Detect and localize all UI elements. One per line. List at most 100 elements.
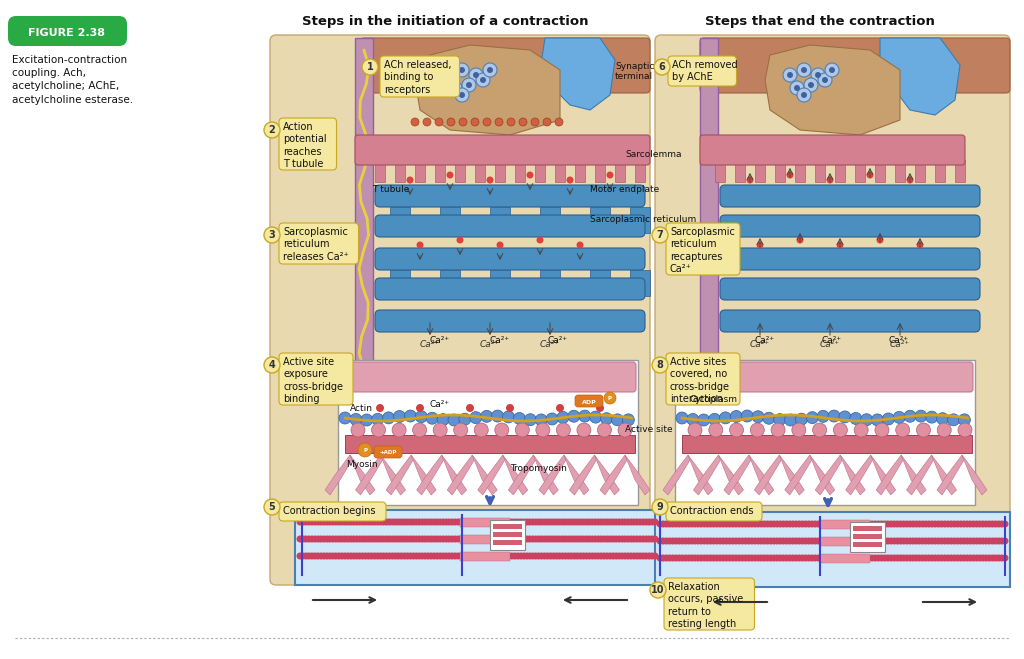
Circle shape bbox=[746, 177, 754, 183]
FancyBboxPatch shape bbox=[360, 38, 650, 93]
Circle shape bbox=[589, 536, 596, 542]
Circle shape bbox=[543, 118, 551, 126]
Circle shape bbox=[843, 521, 850, 527]
Circle shape bbox=[411, 118, 419, 126]
Circle shape bbox=[305, 552, 312, 559]
Circle shape bbox=[755, 554, 762, 561]
Circle shape bbox=[697, 414, 710, 426]
Circle shape bbox=[729, 521, 736, 527]
Circle shape bbox=[752, 538, 759, 544]
Circle shape bbox=[837, 554, 844, 561]
Circle shape bbox=[865, 554, 872, 561]
Circle shape bbox=[321, 536, 328, 542]
Circle shape bbox=[508, 519, 515, 525]
Polygon shape bbox=[932, 455, 956, 495]
Bar bbox=[435, 160, 445, 182]
Circle shape bbox=[808, 554, 815, 561]
Text: Excitation-contraction
coupling. Ach,
acetylcholine; AChE,
acetylcholine esteras: Excitation-contraction coupling. Ach, ac… bbox=[12, 55, 133, 105]
Circle shape bbox=[481, 536, 488, 542]
Text: ACh removed
by AChE: ACh removed by AChE bbox=[672, 60, 737, 82]
Circle shape bbox=[434, 536, 440, 542]
FancyBboxPatch shape bbox=[279, 118, 337, 170]
Circle shape bbox=[827, 538, 835, 544]
Circle shape bbox=[445, 72, 451, 78]
Circle shape bbox=[730, 411, 742, 422]
Polygon shape bbox=[719, 455, 743, 495]
Bar bbox=[460, 552, 510, 561]
Circle shape bbox=[970, 521, 977, 527]
Circle shape bbox=[726, 521, 733, 527]
Circle shape bbox=[454, 423, 468, 437]
Circle shape bbox=[992, 521, 999, 527]
Circle shape bbox=[419, 536, 426, 542]
Circle shape bbox=[821, 538, 828, 544]
Circle shape bbox=[745, 554, 752, 561]
Circle shape bbox=[770, 538, 777, 544]
Circle shape bbox=[815, 538, 821, 544]
Circle shape bbox=[395, 519, 402, 525]
Circle shape bbox=[642, 519, 649, 525]
Circle shape bbox=[932, 521, 939, 527]
Circle shape bbox=[376, 404, 384, 412]
Text: Sarcoplasmic
reticulum
releases Ca²⁺: Sarcoplasmic reticulum releases Ca²⁺ bbox=[283, 227, 349, 262]
Circle shape bbox=[449, 81, 462, 95]
Circle shape bbox=[506, 404, 514, 412]
Circle shape bbox=[676, 412, 688, 424]
Circle shape bbox=[761, 554, 768, 561]
Circle shape bbox=[663, 538, 670, 544]
Circle shape bbox=[758, 554, 765, 561]
Circle shape bbox=[413, 519, 420, 525]
Circle shape bbox=[556, 404, 564, 412]
Circle shape bbox=[909, 538, 916, 544]
FancyBboxPatch shape bbox=[575, 395, 603, 407]
Circle shape bbox=[434, 519, 440, 525]
Circle shape bbox=[783, 68, 797, 82]
Circle shape bbox=[360, 414, 373, 426]
Circle shape bbox=[573, 536, 581, 542]
Circle shape bbox=[628, 519, 635, 525]
Polygon shape bbox=[441, 455, 467, 495]
Circle shape bbox=[505, 536, 512, 542]
Bar bbox=[850, 522, 885, 552]
Circle shape bbox=[992, 538, 999, 544]
Circle shape bbox=[812, 538, 818, 544]
Circle shape bbox=[764, 538, 771, 544]
Circle shape bbox=[834, 554, 841, 561]
Circle shape bbox=[383, 552, 390, 559]
Circle shape bbox=[729, 554, 736, 561]
Circle shape bbox=[539, 552, 545, 559]
Circle shape bbox=[423, 118, 431, 126]
Circle shape bbox=[404, 410, 417, 422]
Circle shape bbox=[976, 521, 983, 527]
Circle shape bbox=[986, 554, 992, 561]
Circle shape bbox=[339, 412, 351, 424]
Circle shape bbox=[923, 554, 930, 561]
Circle shape bbox=[389, 519, 396, 525]
Polygon shape bbox=[693, 455, 721, 495]
Circle shape bbox=[526, 519, 534, 525]
Bar bbox=[390, 207, 410, 233]
Circle shape bbox=[799, 538, 806, 544]
Circle shape bbox=[403, 536, 411, 542]
Circle shape bbox=[380, 519, 387, 525]
Circle shape bbox=[615, 536, 623, 542]
Circle shape bbox=[708, 554, 714, 561]
Text: Ca²⁺: Ca²⁺ bbox=[820, 340, 840, 349]
Circle shape bbox=[472, 519, 479, 525]
Circle shape bbox=[601, 552, 608, 559]
Circle shape bbox=[302, 536, 309, 542]
Circle shape bbox=[622, 519, 629, 525]
Circle shape bbox=[920, 554, 926, 561]
Bar bbox=[390, 270, 410, 296]
Circle shape bbox=[589, 519, 596, 525]
Circle shape bbox=[475, 536, 482, 542]
Circle shape bbox=[483, 63, 497, 77]
Circle shape bbox=[935, 538, 942, 544]
Bar bbox=[874, 160, 885, 182]
Circle shape bbox=[571, 519, 578, 525]
Circle shape bbox=[935, 554, 942, 561]
Circle shape bbox=[929, 554, 936, 561]
Circle shape bbox=[634, 552, 641, 559]
Polygon shape bbox=[600, 455, 627, 495]
Circle shape bbox=[577, 241, 584, 248]
